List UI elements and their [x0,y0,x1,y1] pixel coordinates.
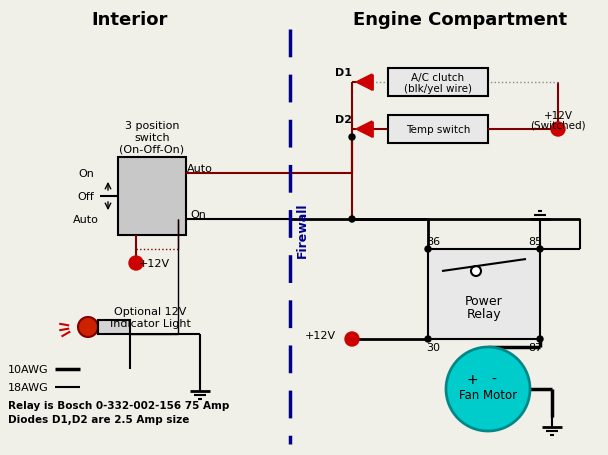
Circle shape [425,336,431,342]
Bar [118,157,186,236]
Bar [98,320,130,334]
Text: On: On [78,169,94,179]
Text: Engine Compartment: Engine Compartment [353,11,567,29]
Circle shape [537,336,543,342]
Polygon shape [356,75,372,91]
Text: 30: 30 [426,342,440,352]
Text: 10AWG: 10AWG [8,364,49,374]
Text: 3 position: 3 position [125,121,179,131]
Text: 86: 86 [426,237,440,247]
Text: 85: 85 [528,237,542,247]
Text: switch: switch [134,133,170,143]
Text: +12V: +12V [139,258,170,268]
Circle shape [425,247,431,253]
Bar [428,249,540,339]
Text: Relay: Relay [467,308,502,321]
Circle shape [349,135,355,141]
Text: D2: D2 [336,115,353,125]
Text: (On-Off-On): (On-Off-On) [119,145,185,155]
Text: D1: D1 [336,68,353,78]
Circle shape [537,247,543,253]
Circle shape [345,332,359,346]
Polygon shape [356,122,372,138]
Text: (Switched): (Switched) [530,121,586,131]
Text: A/C clutch: A/C clutch [412,73,465,83]
Bar [388,116,488,144]
Text: (blk/yel wire): (blk/yel wire) [404,84,472,94]
Text: Fan Motor: Fan Motor [459,389,517,402]
Text: Indicator Light: Indicator Light [109,318,190,328]
Text: On: On [190,210,206,219]
Circle shape [349,217,355,222]
Circle shape [129,257,143,270]
Circle shape [551,123,565,136]
Bar [388,69,488,97]
Text: 87: 87 [528,342,542,352]
Circle shape [78,317,98,337]
Text: Firewall: Firewall [296,202,309,257]
Text: Off: Off [78,192,94,202]
Text: Temp switch: Temp switch [406,125,470,135]
Text: Auto: Auto [187,164,213,174]
Text: Diodes D1,D2 are 2.5 Amp size: Diodes D1,D2 are 2.5 Amp size [8,414,189,424]
Circle shape [446,347,530,431]
Text: 18AWG: 18AWG [8,382,49,392]
Text: Interior: Interior [92,11,168,29]
Text: Relay is Bosch 0-332-002-156 75 Amp: Relay is Bosch 0-332-002-156 75 Amp [8,400,229,410]
Text: +12V: +12V [305,330,336,340]
Text: Optional 12V: Optional 12V [114,306,186,316]
Text: Auto: Auto [73,214,99,224]
Text: Power: Power [465,295,503,308]
Text: -: - [491,372,497,386]
Circle shape [471,267,481,276]
Text: +: + [466,372,478,386]
Text: +12V: +12V [544,111,573,121]
